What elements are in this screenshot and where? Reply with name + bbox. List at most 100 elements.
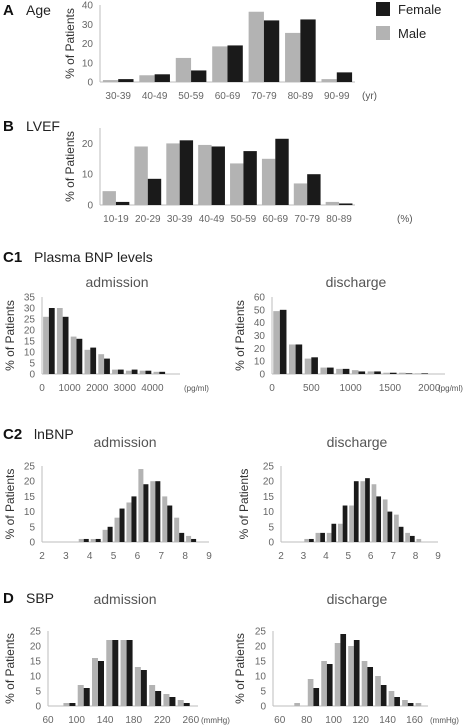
sbp-discharge-ytick-label: 25 xyxy=(255,627,267,638)
lvef-bar-female xyxy=(275,138,289,205)
lvef-bar-male xyxy=(293,183,308,205)
sbp-discharge-bar-male xyxy=(307,679,314,706)
sbp-discharge-bar-male xyxy=(388,691,395,706)
sbp-discharge-bar-female xyxy=(380,685,387,706)
lnbnp-discharge-ytick-label: 0 xyxy=(268,538,274,549)
lnbnp-admission-bar-male xyxy=(174,517,180,542)
lnbnp-admission-bar-female xyxy=(191,538,197,542)
bnp-admission-ytick-label: 30 xyxy=(24,304,36,315)
sbp-admission-ytick-label: 15 xyxy=(30,657,42,668)
lnbnp-discharge-xtick-label: 9 xyxy=(435,551,441,562)
lnbnp-discharge-bar-male xyxy=(304,538,310,542)
lnbnp-discharge-bar-female xyxy=(320,532,325,542)
bnp-discharge-ytick-label: 40 xyxy=(254,318,266,329)
lnbnp-discharge-bar-male xyxy=(394,514,399,542)
lnbnp-discharge-bar-female xyxy=(309,538,314,542)
bnp-discharge-ytick-label: 50 xyxy=(254,305,266,316)
lnbnp-discharge-xtick-label: 4 xyxy=(323,551,329,562)
bnp-admission-bar-female xyxy=(90,347,97,374)
bnp-discharge-bar-female xyxy=(421,373,429,374)
lnbnp-discharge-bar-male xyxy=(371,484,377,542)
lnbnp-discharge-bar-female xyxy=(387,511,393,542)
sbp-discharge-xtick-label: 120 xyxy=(352,715,369,726)
age-chart: % of Patients 0 10 20 30 40 30-39 40-49 50-59 60-… xyxy=(63,1,377,103)
lnbnp-admission-bar-female xyxy=(83,538,89,542)
bnp-admission-bar-male xyxy=(125,370,132,374)
lvef-bar-female xyxy=(211,146,225,205)
sbp-discharge-bar-female xyxy=(313,688,320,706)
sbp-discharge-ytick-label: 5 xyxy=(260,687,266,698)
lvef-bar-female xyxy=(243,151,257,205)
sbp-admission-xtick-label: 260 xyxy=(183,715,200,726)
lnbnp-admission-ytick-label: 15 xyxy=(24,492,36,503)
sbp-admission-bar-male xyxy=(177,700,184,706)
age-ytick-label: 40 xyxy=(82,1,94,12)
panel-c2-title: lnBNP xyxy=(34,426,74,442)
lnbnp-admission-bar-female xyxy=(179,532,185,542)
sbp-discharge-bar-male xyxy=(348,646,354,706)
bnp-discharge-bar-female xyxy=(405,373,413,374)
sbp-discharge-ytick-label: 10 xyxy=(255,672,267,683)
bnp-discharge-subtitle: discharge xyxy=(326,274,387,290)
legend-female-swatch xyxy=(376,2,390,16)
sbp-discharge-bar-female xyxy=(367,667,374,706)
bnp-admission-bar-male xyxy=(84,349,91,374)
lnbnp-discharge-bar-male xyxy=(416,538,422,542)
bnp-admission-xtick-label: 3000 xyxy=(114,383,137,394)
bnp-admission-bar-female xyxy=(131,369,138,374)
lnbnp-discharge-ylabel: % of Patients xyxy=(237,469,251,540)
lnbnp-discharge-xtick-label: 5 xyxy=(346,551,352,562)
bnp-admission-bar-female xyxy=(117,369,124,374)
lnbnp-admission-ytick-label: 0 xyxy=(29,538,35,549)
lnbnp-admission-bar-male xyxy=(126,502,132,542)
lnbnp-admission-bar-male xyxy=(90,538,96,542)
sbp-admission-chart: admission % of Patients 0 5 10 15 20 25 60 100 140… xyxy=(3,591,230,726)
age-bar-male xyxy=(212,46,228,82)
age-ytick-label: 20 xyxy=(82,39,94,50)
age-bar-male xyxy=(175,57,192,82)
sbp-admission-bar-male xyxy=(106,640,113,706)
age-bar-female xyxy=(263,20,280,82)
sbp-discharge-ytick-label: 0 xyxy=(260,702,266,713)
age-xtick-label: 80-89 xyxy=(288,91,314,102)
lnbnp-discharge-bar-female xyxy=(398,526,404,542)
lvef-ytick-label: 0 xyxy=(87,201,93,212)
age-bar-male xyxy=(248,11,264,82)
bnp-admission-bar-male xyxy=(112,369,118,374)
lvef-bar-male xyxy=(198,144,212,205)
lvef-bar-male xyxy=(102,191,116,205)
lnbnp-discharge-subtitle: discharge xyxy=(327,434,388,450)
bnp-discharge-bar-male xyxy=(320,367,328,374)
lvef-bar-female xyxy=(339,203,353,205)
sbp-admission-bar-male xyxy=(149,685,156,706)
bnp-discharge-bar-male xyxy=(367,371,375,374)
lnbnp-admission-xtick-label: 8 xyxy=(182,551,188,562)
sbp-discharge-xtick-label: 100 xyxy=(325,715,342,726)
age-ytick-label: 30 xyxy=(82,20,94,31)
lvef-bar-female xyxy=(115,201,130,205)
age-bar-female xyxy=(300,19,316,82)
panel-c2-letter: C2 xyxy=(3,426,22,443)
lvef-xtick-label: 70-79 xyxy=(294,214,320,225)
sbp-discharge-bar-male xyxy=(361,661,368,706)
sbp-discharge-bar-male xyxy=(415,703,422,706)
bnp-admission-bar-male xyxy=(139,370,146,374)
sbp-admission-bar-male xyxy=(92,658,98,706)
lnbnp-discharge-xtick-label: 2 xyxy=(278,551,284,562)
sbp-discharge-bar-male xyxy=(402,700,408,706)
sbp-discharge-xtick-label: 60 xyxy=(274,715,286,726)
bnp-admission-bar-female xyxy=(145,370,152,374)
sbp-discharge-bar-male xyxy=(294,703,300,706)
lnbnp-discharge-bar-female xyxy=(342,505,348,542)
lnbnp-admission-bar-female xyxy=(119,508,125,542)
sbp-discharge-xtick-label: 140 xyxy=(379,715,396,726)
bnp-discharge-bar-female xyxy=(327,367,334,374)
sbp-admission-ytick-label: 5 xyxy=(35,687,41,698)
lvef-unit-label: (%) xyxy=(397,214,413,225)
lnbnp-discharge-xtick-label: 3 xyxy=(301,551,307,562)
sbp-discharge-ytick-label: 20 xyxy=(255,642,267,653)
lvef-xtick-label: 30-39 xyxy=(167,214,193,225)
lnbnp-admission-bar-female xyxy=(95,538,101,542)
sbp-discharge-bar-female xyxy=(407,703,414,706)
